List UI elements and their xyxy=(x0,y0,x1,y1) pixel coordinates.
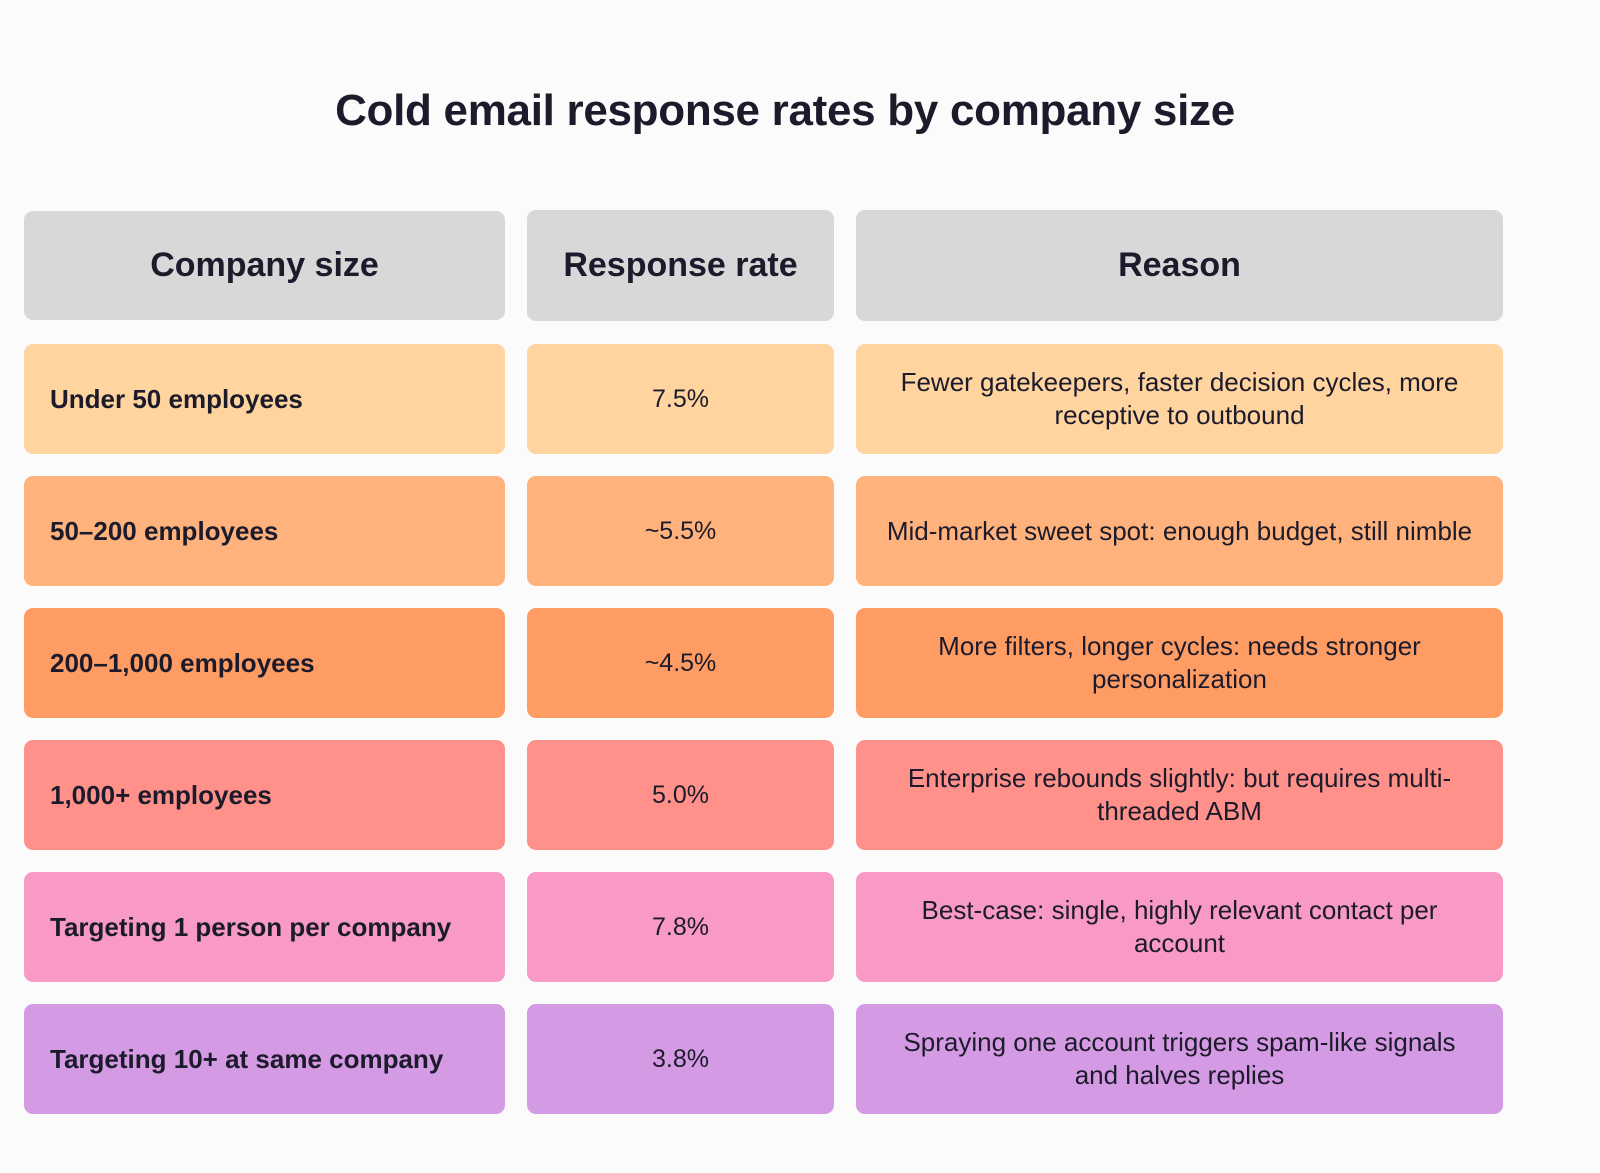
header-company-size: Company size xyxy=(24,211,505,320)
cell-reason: More filters, longer cycles: needs stron… xyxy=(856,608,1503,718)
cell-reason: Enterprise rebounds slightly: but requir… xyxy=(856,740,1503,850)
cell-company-size: 50–200 employees xyxy=(24,476,505,586)
cell-reason: Best-case: single, highly relevant conta… xyxy=(856,872,1503,982)
header-response-rate: Response rate xyxy=(527,210,834,321)
cell-company-size: 1,000+ employees xyxy=(24,740,505,850)
cell-reason: Fewer gatekeepers, faster decision cycle… xyxy=(856,344,1503,454)
cell-company-size: 200–1,000 employees xyxy=(24,608,505,718)
chart-title: Cold email response rates by company siz… xyxy=(335,86,1235,135)
cell-reason: Mid-market sweet spot: enough budget, st… xyxy=(856,476,1503,586)
cell-response-rate: 3.8% xyxy=(527,1004,834,1114)
cell-response-rate: 7.8% xyxy=(527,872,834,982)
cell-response-rate: ~4.5% xyxy=(527,608,834,718)
cell-response-rate: ~5.5% xyxy=(527,476,834,586)
cell-company-size: Under 50 employees xyxy=(24,344,505,454)
cell-response-rate: 5.0% xyxy=(527,740,834,850)
cell-response-rate: 7.5% xyxy=(527,344,834,454)
cell-company-size: Targeting 1 person per company xyxy=(24,872,505,982)
header-reason: Reason xyxy=(856,210,1503,321)
cell-reason: Spraying one account triggers spam-like … xyxy=(856,1004,1503,1114)
cell-company-size: Targeting 10+ at same company xyxy=(24,1004,505,1114)
